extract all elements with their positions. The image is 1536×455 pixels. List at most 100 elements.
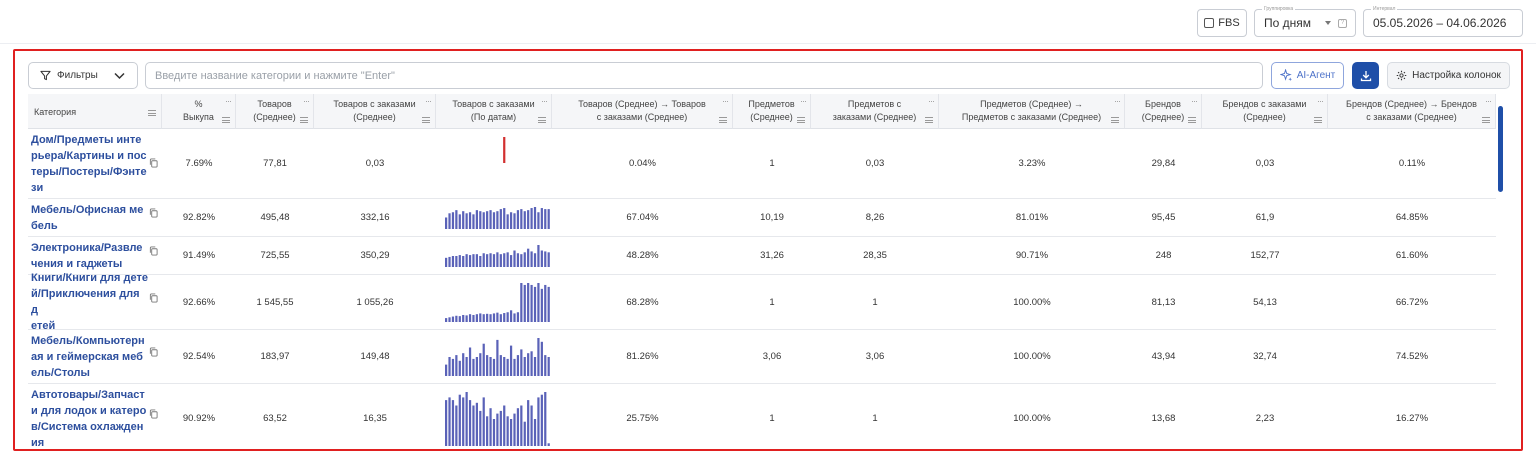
column-menu-icon[interactable] [300,117,308,123]
table-row[interactable]: Мебель/Офисная ме бель 92.82% 495,48 332,16 6… [28,199,1496,237]
column-header-category[interactable]: Категория [28,94,162,129]
sparkline-bar [486,416,489,446]
column-header-brands-with-orders[interactable]: Брендов с заказами (Среднее) ··· [1202,94,1328,129]
table-row[interactable]: Автотовары/Запчаст и для лодок и катеро в/… [28,384,1496,449]
top-bar: FBS Группировка По дням ? Интервал 05.05… [0,0,1536,44]
column-header-buyout[interactable]: % Выкупа ··· [162,94,236,129]
more-icon[interactable]: ··· [1485,96,1492,106]
filters-button[interactable]: Фильтры [28,62,138,89]
more-icon[interactable]: ··· [1191,96,1198,106]
more-icon[interactable]: ··· [425,96,432,106]
grouping-select[interactable]: Группировка По дням ? [1254,5,1356,37]
sparkline-bar [503,137,506,163]
gear-icon [1396,70,1407,81]
more-icon[interactable]: ··· [800,96,807,106]
filters-label: Фильтры [57,70,98,81]
table-row[interactable]: Электроника/Развле чения и гаджеты 91.49% 7… [28,237,1496,275]
more-icon[interactable]: ··· [1317,96,1324,106]
ai-agent-button[interactable]: AI-Агент [1271,62,1344,89]
sparkline-bar [486,355,489,376]
column-header-brands-conversion[interactable]: Брендов (Среднее) → Брендов с заказами (С… [1328,94,1496,129]
help-icon[interactable]: ? [1338,19,1347,28]
sparkline-bar [462,397,465,446]
sparkline-bar [499,410,502,446]
column-header-label: Товаров с заказами (Среднее) [333,99,416,122]
table-row[interactable]: Дом/Предметы инте рьера/Картины и пос теры… [28,129,1496,199]
column-header-goods-conversion[interactable]: Товаров (Среднее) → Товаров с заказами (С… [552,94,733,129]
download-button[interactable] [1352,62,1379,89]
sparkline-bar [537,338,540,376]
copy-icon[interactable] [149,158,158,168]
more-icon[interactable]: ··· [541,96,548,106]
category-link[interactable]: Мебель/Компьютерн ая и геймерская меб ель/… [31,334,145,379]
category-link[interactable]: Мебель/Офисная ме бель [31,203,144,232]
column-menu-icon[interactable] [1188,117,1196,123]
highlight-frame [13,49,1523,451]
column-menu-icon[interactable] [148,110,156,116]
category-link[interactable]: Дом/Предметы инте рьера/Картины и пос теры… [31,133,147,194]
copy-icon[interactable] [149,347,158,357]
sparkline-bar [547,443,550,446]
sparkline-bar [540,394,543,446]
items-with-orders-cell: 3,06 [865,351,885,362]
copy-icon[interactable] [149,293,158,303]
column-header-items[interactable]: Предметов (Среднее) ··· [733,94,811,129]
brands-with-orders-cell: 61,9 [1255,212,1275,223]
orders-by-date-cell [436,384,552,449]
sparkline-bar [465,315,468,322]
sparkline-bar [458,360,461,376]
copy-icon[interactable] [149,246,158,256]
column-header-goods-with-orders[interactable]: Товаров с заказами (Среднее) ··· [314,94,436,129]
column-header-goods-with-orders-by-date[interactable]: Товаров с заказами (По датам) ··· [436,94,552,129]
more-icon[interactable]: ··· [1114,96,1121,106]
ai-agent-label: AI-Агент [1296,70,1336,81]
column-menu-icon[interactable] [925,117,933,123]
sparkline-bar [458,214,461,229]
more-icon[interactable]: ··· [303,96,310,106]
column-menu-icon[interactable] [1482,117,1490,123]
sparkline-bar [547,357,550,376]
column-settings-label: Настройка колонок [1412,70,1501,81]
copy-icon[interactable] [149,409,158,419]
column-menu-icon[interactable] [797,117,805,123]
brands-cell: 29,84 [1151,158,1176,169]
sparkle-icon [1279,69,1292,82]
column-header-goods[interactable]: Товаров (Среднее) ··· [236,94,314,129]
column-menu-icon[interactable] [422,117,430,123]
sparkline-bar [547,286,550,322]
sparkline-bar [448,317,451,322]
fbs-toggle[interactable]: FBS [1197,9,1247,37]
sparkline-bar [458,316,461,322]
column-header-brands[interactable]: Брендов (Среднее) ··· [1125,94,1202,129]
category-search-input[interactable] [145,62,1263,89]
column-menu-icon[interactable] [719,117,727,123]
more-icon[interactable]: ··· [928,96,935,106]
goods-with-orders-cell: 149,48 [360,351,390,362]
more-icon[interactable]: ··· [225,96,232,106]
sparkline-bar [533,419,537,446]
sparkline-bar [489,357,492,376]
buyout-cell: 92.82% [182,212,216,223]
grouping-label: Группировка [1262,5,1296,13]
more-icon[interactable]: ··· [722,96,729,106]
copy-icon[interactable] [149,208,158,218]
vertical-scrollbar[interactable] [1498,106,1503,192]
checkbox-icon[interactable] [1204,18,1215,28]
column-menu-icon[interactable] [1314,117,1322,123]
column-menu-icon[interactable] [222,117,230,123]
sparkline-bar [537,283,540,322]
column-settings-button[interactable]: Настройка колонок [1387,62,1510,89]
items-conversion-cell: 81.01% [1015,212,1049,223]
column-header-items-conversion[interactable]: Предметов (Среднее) → Предметов с заказам… [939,94,1125,129]
filter-icon [40,70,51,81]
table-row[interactable]: Мебель/Компьютерн ая и геймерская меб ель/… [28,330,1496,384]
column-menu-icon[interactable] [538,117,546,123]
category-link[interactable]: Автотовары/Запчаст и для лодок и катеро в/… [31,388,147,449]
sparkline-bar [499,314,502,322]
category-link[interactable]: Электроника/Развле чения и гаджеты [31,241,143,270]
interval-select[interactable]: Интервал 05.05.2026 – 04.06.2026 [1363,5,1523,37]
column-header-items-with-orders[interactable]: Предметов с заказами (Среднее) ··· [811,94,939,129]
column-menu-icon[interactable] [1111,117,1119,123]
